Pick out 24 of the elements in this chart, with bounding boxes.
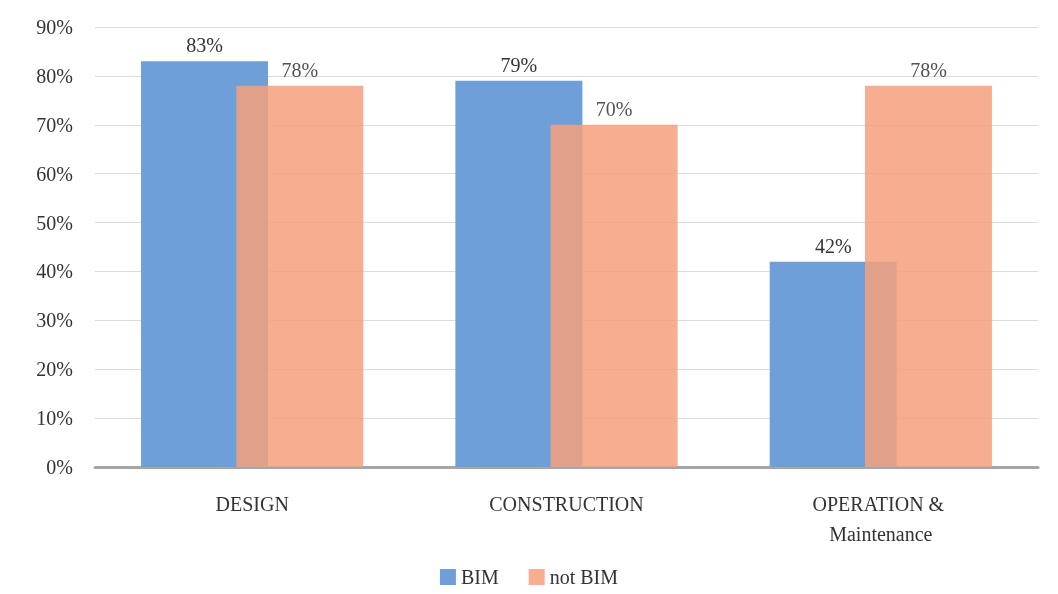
data-label: 70% (595, 97, 633, 120)
x-tick-label: CONSTRUCTION (489, 493, 644, 515)
data-label: 83% (186, 34, 223, 57)
x-tick-label: OPERATION & Maintenance (812, 493, 950, 545)
y-tick-label: 30% (36, 309, 73, 332)
legend-label: BIM (460, 566, 499, 588)
y-tick-label: 0% (46, 456, 73, 478)
y-tick-label: 10% (36, 407, 73, 430)
bar (864, 85, 992, 467)
data-label: 78% (910, 58, 947, 81)
y-tick-label: 80% (36, 64, 73, 87)
legend-label: not BIM (549, 566, 619, 588)
y-tick-label: 70% (36, 113, 73, 136)
y-tick-label: 40% (36, 260, 73, 283)
x-tick-label: DESIGN (215, 493, 289, 515)
y-tick-label: 60% (36, 162, 73, 185)
bar (236, 85, 364, 467)
y-tick-label: 20% (36, 358, 73, 381)
y-tick-label: 90% (36, 16, 73, 38)
data-label: 78% (281, 58, 319, 81)
bar (550, 124, 678, 467)
data-label: 42% (814, 234, 852, 257)
y-tick-label: 50% (36, 211, 73, 234)
data-label: 79% (500, 53, 538, 76)
